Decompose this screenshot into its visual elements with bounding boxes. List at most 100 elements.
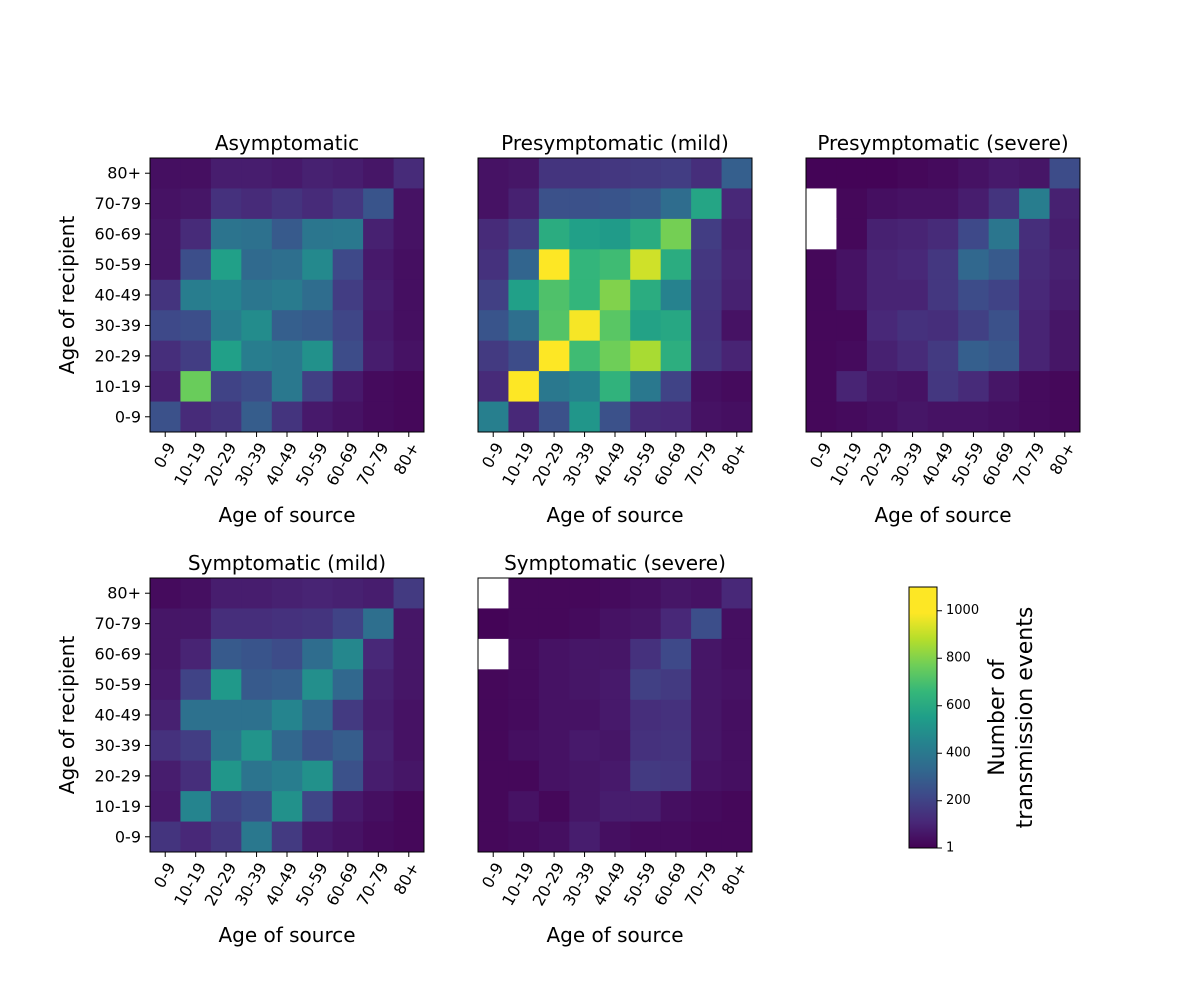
heatmap-cell	[569, 791, 601, 823]
heatmap-cell	[393, 279, 425, 311]
heatmap-cell	[660, 791, 692, 823]
heatmap-cell	[660, 821, 692, 853]
heatmap-cell	[1049, 158, 1081, 189]
heatmap-cell	[508, 699, 540, 731]
heatmap-cell	[630, 578, 662, 609]
heatmap-cell	[393, 638, 425, 670]
heatmap-cell	[180, 249, 212, 281]
y-tick-label: 10-19	[95, 797, 142, 816]
y-tick-label: 40-49	[95, 706, 142, 725]
heatmap-cell	[271, 760, 303, 792]
heatmap-cell	[150, 340, 181, 372]
heatmap-cell	[332, 669, 364, 701]
heatmap-cell	[241, 371, 273, 403]
heatmap-cell	[332, 249, 364, 281]
heatmap-cell	[332, 188, 364, 220]
heatmap-cell	[393, 821, 425, 853]
heatmap-cell	[806, 188, 837, 220]
heatmap-cell	[210, 158, 242, 189]
heatmap-cell	[150, 699, 181, 731]
y-tick-label: 0-9	[115, 407, 141, 426]
heatmap-cell	[180, 638, 212, 670]
heatmap-cell	[866, 218, 898, 250]
heatmap-cell	[599, 340, 631, 372]
heatmap-cell	[180, 730, 212, 762]
heatmap-cell	[1019, 371, 1051, 403]
heatmap-cell	[599, 371, 631, 403]
colorbar-tick-label: 400	[946, 746, 971, 761]
heatmap-cell	[1019, 218, 1051, 250]
x-tick-label: 0-9	[150, 439, 180, 471]
heatmap-cell	[721, 578, 753, 609]
heatmap-cell	[1019, 340, 1051, 372]
heatmap-cell	[721, 188, 753, 220]
heatmap-cell	[271, 638, 303, 670]
heatmap-cell	[150, 158, 181, 189]
heatmap-cell	[210, 249, 242, 281]
heatmap-cell	[478, 310, 509, 342]
heatmap-cell	[630, 218, 662, 250]
heatmap-cell	[630, 699, 662, 731]
heatmap-cell	[180, 669, 212, 701]
heatmap-cell	[599, 401, 631, 433]
y-tick-label: 70-79	[95, 194, 142, 213]
heatmap-cell	[271, 310, 303, 342]
heatmap-cell	[988, 158, 1020, 189]
heatmap-cell	[691, 401, 723, 433]
heatmap-cell	[836, 218, 868, 250]
heatmap-cell	[630, 249, 662, 281]
heatmap-cell	[508, 188, 540, 220]
heatmap-cell	[660, 730, 692, 762]
heatmap-cell	[180, 371, 212, 403]
heatmap-cell	[660, 669, 692, 701]
heatmap-cell	[332, 730, 364, 762]
y-tick-label: 30-39	[95, 736, 142, 755]
heatmap-cell	[363, 578, 395, 609]
heatmap-cell	[150, 279, 181, 311]
heatmap-cell	[660, 401, 692, 433]
heatmap-cell	[958, 401, 990, 433]
heatmap-cell	[508, 608, 540, 640]
heatmap-cell	[927, 249, 959, 281]
heatmap-cell	[927, 340, 959, 372]
heatmap-cell	[393, 218, 425, 250]
heatmap-cell	[1049, 279, 1081, 311]
x-tick-label: 80+	[718, 859, 751, 898]
heatmap-cell	[599, 638, 631, 670]
heatmap-cell	[721, 158, 753, 189]
heatmap-cell	[302, 638, 334, 670]
heatmap-cell	[332, 578, 364, 609]
heatmap-cell	[806, 401, 837, 433]
heatmap-cell	[836, 371, 868, 403]
heatmap-cell	[958, 340, 990, 372]
heatmap-cell	[271, 218, 303, 250]
heatmap-cell	[721, 340, 753, 372]
heatmap-cell	[660, 638, 692, 670]
heatmap-cell	[599, 310, 631, 342]
heatmap-cell	[1049, 371, 1081, 403]
heatmap-cell	[538, 188, 570, 220]
heatmap-cell	[210, 608, 242, 640]
heatmap-cell	[630, 188, 662, 220]
heatmap-cell	[210, 638, 242, 670]
heatmap-cell	[271, 669, 303, 701]
heatmap-cell	[302, 699, 334, 731]
heatmap-cell	[836, 401, 868, 433]
heatmap-cell	[508, 760, 540, 792]
heatmap-cell	[569, 188, 601, 220]
heatmap-cell	[988, 401, 1020, 433]
heatmap-cell	[691, 371, 723, 403]
heatmap-cell	[508, 310, 540, 342]
heatmap-cell	[1019, 310, 1051, 342]
heatmap-cell	[897, 279, 929, 311]
y-tick-label: 0-9	[115, 827, 141, 846]
heatmap-cell	[660, 158, 692, 189]
heatmap-panel: Presymptomatic (severe)0-910-1920-2930-3…	[805, 131, 1081, 527]
heatmap-cell	[363, 249, 395, 281]
heatmap-cell	[478, 730, 509, 762]
heatmap-cell	[478, 578, 509, 609]
heatmap-cell	[569, 669, 601, 701]
heatmap-cell	[478, 188, 509, 220]
heatmap-cell	[332, 821, 364, 853]
heatmap-cell	[569, 218, 601, 250]
